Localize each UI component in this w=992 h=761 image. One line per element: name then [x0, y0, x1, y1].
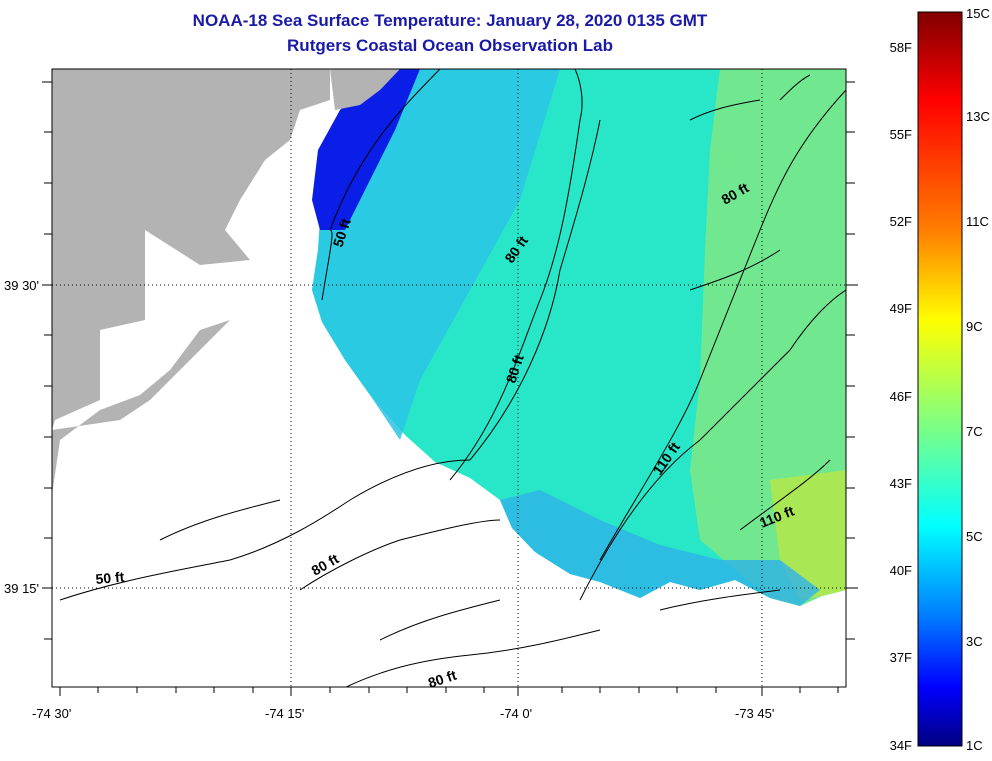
lon-label: -74 15'	[265, 706, 304, 721]
land-barrier	[52, 320, 230, 495]
colorbar-f-label: 43F	[890, 476, 912, 491]
temperature-colorbar	[917, 11, 963, 747]
land-north	[330, 69, 400, 110]
lon-label: -74 0'	[500, 706, 532, 721]
colorbar-c-label: 1C	[966, 738, 983, 753]
land-mass	[52, 69, 330, 430]
colorbar-f-label: 37F	[890, 650, 912, 665]
colorbar-f-label: 34F	[890, 738, 912, 753]
colorbar-f-label: 52F	[890, 214, 912, 229]
map-ticks	[42, 81, 858, 696]
colorbar-f-label: 49F	[890, 301, 912, 316]
colorbar-c-label: 7C	[966, 424, 983, 439]
lat-label: 39 30'	[4, 278, 39, 293]
colorbar-f-label: 58F	[890, 40, 912, 55]
lon-label: -74 30'	[32, 706, 71, 721]
lon-label: -73 45'	[735, 706, 774, 721]
map-subtitle: Rutgers Coastal Ocean Observation Lab	[287, 36, 613, 55]
colorbar-f-label: 46F	[890, 389, 912, 404]
colorbar-f-label: 55F	[890, 127, 912, 142]
colorbar-c-label: 11C	[966, 214, 989, 229]
colorbar-c-label: 15C	[966, 6, 990, 21]
colorbar-c-label: 3C	[966, 634, 983, 649]
contour-label: 50 ft	[95, 569, 125, 587]
sst-south-edge	[500, 490, 820, 606]
colorbar-c-label: 9C	[966, 319, 983, 334]
colorbar-c-label: 5C	[966, 529, 983, 544]
depth-contours	[59, 69, 846, 687]
sst-warm-zone	[690, 69, 846, 606]
colorbar-f-label: 40F	[890, 563, 912, 578]
sst-cold-band	[312, 69, 420, 230]
map-title: NOAA-18 Sea Surface Temperature: January…	[192, 11, 708, 30]
graticule	[52, 69, 846, 687]
lat-label: 39 15'	[4, 581, 39, 596]
colorbar-c-label: 13C	[966, 109, 990, 124]
